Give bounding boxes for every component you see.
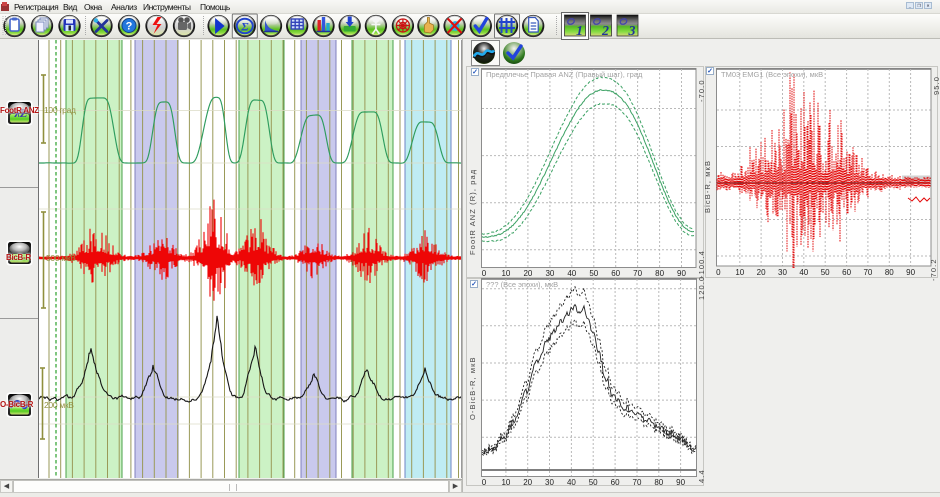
svg-text:3: 3 [628, 24, 636, 39]
svg-text:Σ: Σ [240, 20, 249, 34]
svg-text:?: ? [126, 21, 133, 33]
svg-text:λZ: λZ [14, 106, 28, 120]
svg-text:1: 1 [576, 24, 583, 39]
svg-text:2: 2 [601, 24, 609, 39]
